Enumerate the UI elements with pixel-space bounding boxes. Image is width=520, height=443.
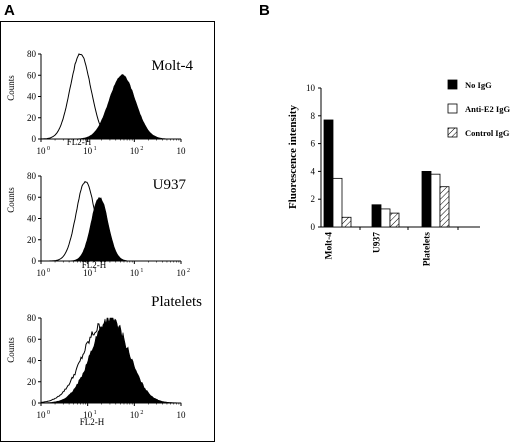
bar xyxy=(323,119,334,228)
bar-y-axis-label: Fluorescence intensity xyxy=(287,105,299,209)
x-tick-label: 10 xyxy=(130,410,140,420)
x-tick-exponent: 0 xyxy=(47,268,50,274)
x-tick-exponent: 1 xyxy=(94,410,97,416)
x-tick-label: 10 xyxy=(130,146,140,156)
y-tick-label: 40 xyxy=(27,356,37,366)
y-tick-label: 80 xyxy=(27,171,37,181)
bar-category-label: Molt-4 xyxy=(325,232,335,260)
x-tick-label: 10 xyxy=(177,410,187,420)
y-axis-label: Counts xyxy=(6,187,16,213)
histogram-title: Molt-4 xyxy=(151,58,193,74)
x-tick-label: 10 xyxy=(177,268,187,278)
bar xyxy=(430,173,441,228)
bar xyxy=(341,216,352,228)
bar-category-label: Platelets xyxy=(423,232,433,267)
y-tick-label: 60 xyxy=(27,192,37,202)
bar-category-label: U937 xyxy=(373,232,383,253)
y-tick-label: 80 xyxy=(27,313,37,323)
x-tick-label: 10 xyxy=(37,268,47,278)
bar xyxy=(371,204,382,228)
histogram-title: U937 xyxy=(153,177,187,193)
x-tick-exponent: 1 xyxy=(94,146,97,152)
y-tick-label: 40 xyxy=(27,92,37,102)
y-tick-label: 60 xyxy=(27,334,37,344)
legend-label: Anti-E2 IgG xyxy=(465,104,510,114)
x-tick-exponent: 2 xyxy=(140,146,143,152)
bar-chart: Fluorescence intensity 0 2 4 6 8 10 Molt-4 U937… xyxy=(287,79,510,267)
x-axis-label: FL2-H xyxy=(82,260,107,270)
y-tick-label: 0 xyxy=(32,134,37,144)
histogram-filled-series xyxy=(41,74,181,140)
bar xyxy=(332,177,343,228)
legend-swatch xyxy=(447,103,458,114)
bar xyxy=(439,186,450,228)
bar-y-tick-label: 6 xyxy=(311,139,316,149)
y-tick-label: 40 xyxy=(27,214,37,224)
y-tick-label: 20 xyxy=(27,377,37,387)
x-tick-exponent: 0 xyxy=(47,146,50,152)
panel-a-frame xyxy=(0,21,215,442)
bar-y-tick-label: 4 xyxy=(311,166,316,176)
legend-swatch xyxy=(447,79,458,90)
y-tick-label: 20 xyxy=(27,113,37,123)
y-tick-label: 60 xyxy=(27,70,37,80)
histogram-title: Platelets xyxy=(151,294,202,310)
bar xyxy=(380,208,391,228)
bar xyxy=(389,212,400,228)
x-tick-exponent: 2 xyxy=(187,268,190,274)
panel-a-label: A xyxy=(4,2,15,19)
x-axis-label: FL2-H xyxy=(80,417,105,427)
x-tick-label: 10 xyxy=(83,146,93,156)
x-tick-label: 10 xyxy=(83,410,93,420)
histogram-filled-series xyxy=(40,317,182,404)
x-tick-label: 10 xyxy=(37,410,47,420)
y-axis-label: Counts xyxy=(6,75,16,101)
x-tick-exponent: 0 xyxy=(47,410,50,416)
y-tick-label: 20 xyxy=(27,235,37,245)
x-tick-label: 10 xyxy=(177,146,187,156)
bar-y-tick-label: 2 xyxy=(311,194,316,204)
y-tick-label: 80 xyxy=(27,49,37,59)
bar-y-tick-label: 0 xyxy=(311,222,316,232)
y-axis-label: Counts xyxy=(6,337,16,363)
y-tick-label: 0 xyxy=(32,256,37,266)
x-tick-exponent: 1 xyxy=(140,268,143,274)
legend-label: No IgG xyxy=(465,80,492,90)
legend-swatch xyxy=(447,127,458,138)
panel-b-label: B xyxy=(259,2,270,19)
x-tick-exponent: 1 xyxy=(94,268,97,274)
bar xyxy=(421,170,432,228)
x-tick-label: 10 xyxy=(83,268,93,278)
x-tick-exponent: 2 xyxy=(140,410,143,416)
legend-label: Control IgG xyxy=(465,128,510,138)
bar-y-tick-label: 10 xyxy=(306,83,316,93)
x-tick-label: 10 xyxy=(130,268,140,278)
histogram-filled-series xyxy=(41,197,181,262)
bar-y-tick-label: 8 xyxy=(311,111,316,121)
x-tick-label: 10 xyxy=(37,146,47,156)
y-tick-label: 0 xyxy=(32,398,37,408)
x-axis-label: FL2-H xyxy=(67,137,92,147)
